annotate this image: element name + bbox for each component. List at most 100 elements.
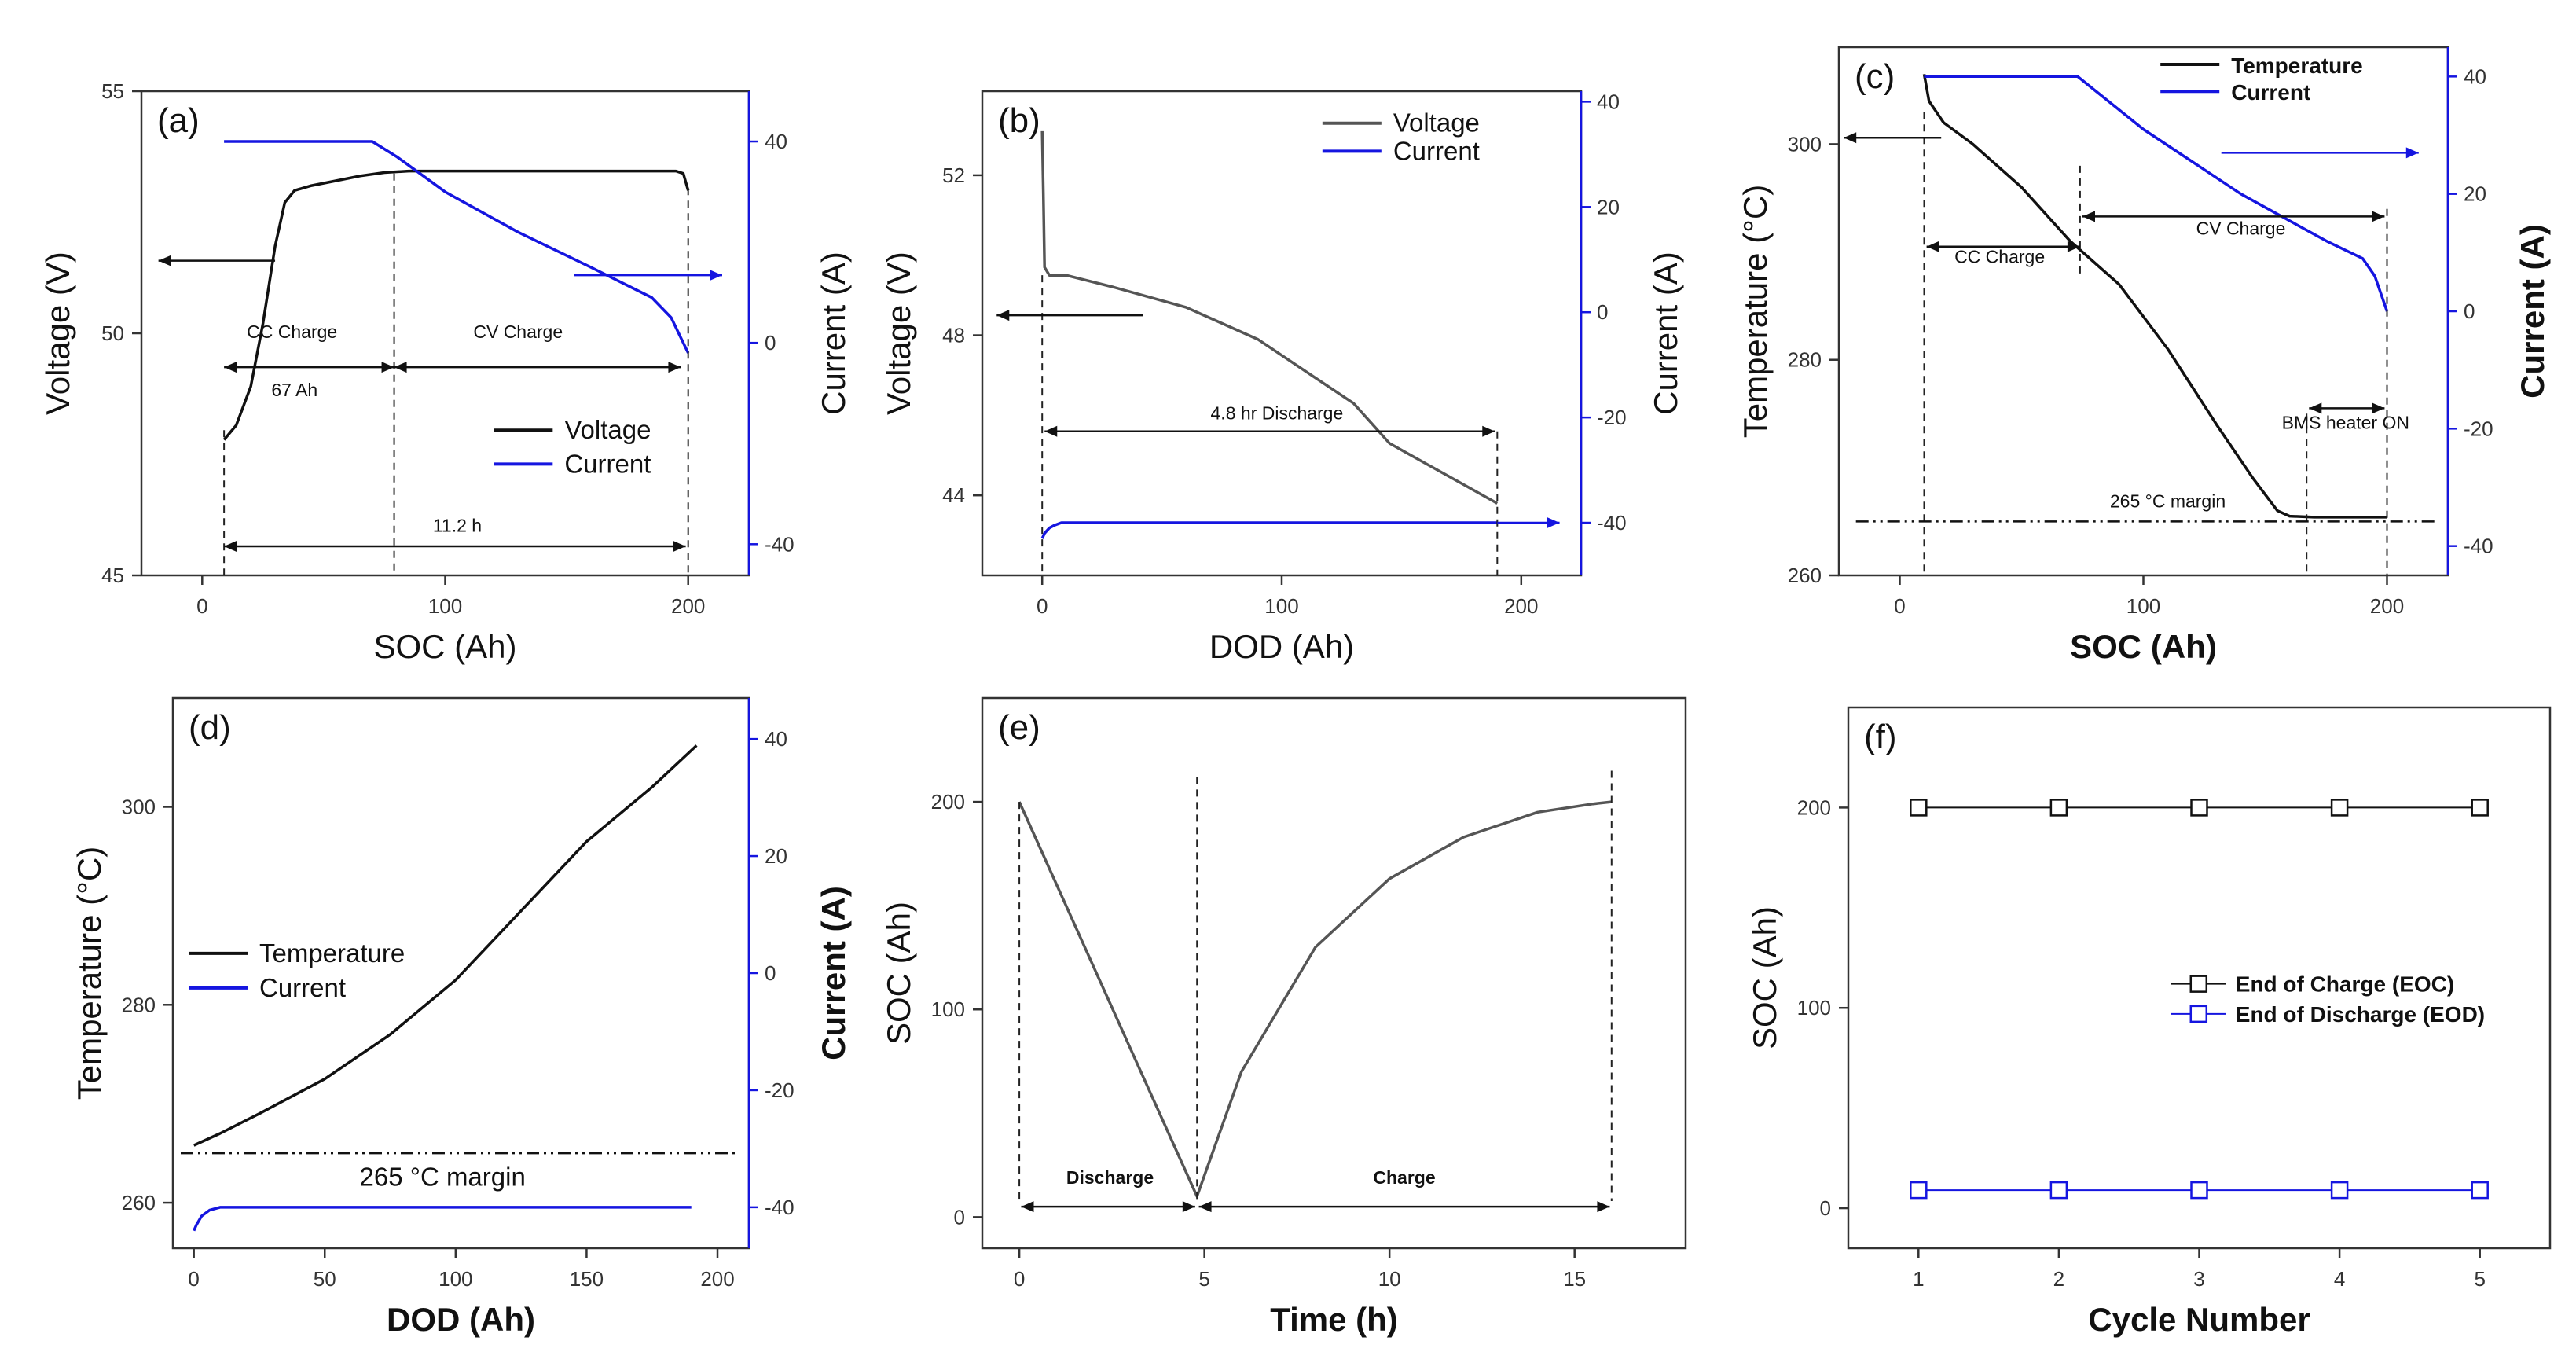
legend-label: Current (1393, 136, 1480, 165)
arrow-head (1926, 241, 1939, 252)
annotation-margin: 265 °C margin (2110, 491, 2226, 512)
y2-tick-label: -40 (765, 1196, 794, 1219)
x-axis-title: SOC (Ah) (2070, 628, 2217, 665)
series-line-0 (222, 169, 690, 441)
y-tick-label: 200 (1797, 795, 1831, 819)
series-line-1 (193, 1206, 692, 1232)
plot-frame (140, 90, 750, 577)
y2-tick-label: -40 (2464, 535, 2493, 558)
plot-frame (981, 696, 1687, 1250)
y-axis-title: SOC (Ah) (1746, 906, 1783, 1049)
arrow-head (709, 270, 722, 281)
y2-tick-label: -20 (2464, 417, 2493, 440)
data-point (2471, 1181, 2489, 1200)
series-line-0 (1040, 130, 1499, 505)
x-tick-label: 50 (314, 1267, 336, 1291)
legend-label: End of Discharge (EOD) (2236, 1002, 2485, 1027)
legend-label: End of Charge (EOC) (2236, 972, 2454, 997)
y2-tick-label: -40 (1597, 511, 1627, 535)
arrow-head (394, 362, 407, 373)
legend-label: Temperature (2231, 53, 2363, 78)
y-axis-title: SOC (Ah) (880, 902, 917, 1045)
x-axis-title: DOD (Ah) (1209, 628, 1354, 665)
arrow-head (2309, 402, 2322, 414)
y-tick-label: 44 (942, 483, 965, 507)
y-axis-title: Voltage (V) (39, 252, 76, 415)
data-point (2049, 799, 2068, 817)
y-tick-label: 50 (101, 321, 124, 345)
x-tick-label: 0 (1014, 1267, 1025, 1291)
x-tick-label: 2 (2053, 1267, 2064, 1291)
arrow-head (1198, 1201, 1212, 1213)
y2-tick-label: -40 (765, 532, 794, 556)
arrow-head (2082, 211, 2095, 222)
legend-label: Current (564, 449, 651, 478)
y-tick-label: 200 (931, 790, 965, 814)
series-line-1 (1040, 521, 1498, 539)
arrow-head (2372, 211, 2385, 222)
arrow-head (2405, 147, 2419, 159)
arrow-head (996, 310, 1010, 321)
panel-label: (e) (998, 708, 1040, 747)
panel-c: 0 100 200 260 280 300 -40 -20 0 20 40 SOC (Ah) Tempe… (1737, 46, 2551, 665)
legend-marker (2189, 1005, 2208, 1023)
y-tick-label: 280 (1788, 348, 1822, 372)
y-tick-label: 0 (1820, 1196, 1831, 1220)
y2-tick-label: 40 (2464, 64, 2486, 88)
arrow-head (668, 362, 681, 373)
y-tick-label: 280 (122, 993, 156, 1016)
annotation-margin: 265 °C margin (360, 1163, 526, 1192)
x-axis-title: Time (h) (1270, 1301, 1398, 1338)
y2-axis-title: Current (A) (2514, 224, 2551, 399)
data-point (2190, 799, 2208, 817)
annotation-11h: 11.2 h (433, 516, 482, 536)
series-line-0 (193, 744, 698, 1147)
y2-tick-label: 0 (2464, 299, 2475, 323)
x-tick-label: 15 (1563, 1267, 1586, 1291)
y2-tick-label: 0 (1597, 300, 1608, 324)
legend-label: Current (2231, 80, 2310, 105)
x-tick-label: 4 (2334, 1267, 2345, 1291)
y2-tick-label: 0 (765, 961, 776, 985)
y-tick-label: 100 (931, 997, 965, 1021)
x-tick-label: 200 (2370, 594, 2404, 618)
x-tick-label: 0 (188, 1267, 199, 1291)
y-tick-label: 100 (1797, 996, 1831, 1019)
panel-label: (c) (1855, 57, 1895, 96)
data-point (1910, 799, 1928, 817)
x-tick-label: 200 (671, 594, 705, 618)
panel-label: (a) (157, 101, 200, 140)
annotation-discharge: 4.8 hr Discharge (1211, 402, 1344, 423)
x-axis-title: Cycle Number (2088, 1301, 2310, 1338)
panel-b: 0 100 200 44 48 52 -40 -20 0 20 40 DOD (Ah) Voltage … (880, 90, 1684, 665)
legend-label: Temperature (259, 939, 405, 968)
arrow-head (2372, 402, 2385, 414)
annotation-cv-charge: CV Charge (2196, 219, 2286, 239)
data-point (2471, 799, 2489, 817)
annotation-discharge: Discharge (1066, 1167, 1154, 1188)
y-tick-label: 300 (1788, 132, 1822, 156)
y2-tick-label: 40 (765, 727, 787, 751)
panel-e: 0 5 10 15 0 100 200 Time (h) SOC (Ah) (e) Discharg… (880, 696, 1687, 1338)
x-tick-label: 100 (439, 1267, 472, 1291)
data-point (2190, 1181, 2208, 1200)
x-tick-label: 3 (2193, 1267, 2204, 1291)
y2-tick-label: 0 (765, 331, 776, 355)
panel-d: 0 50 100 150 200 260 280 300 -40 -20 0 20 40 DOD (Ah)… (71, 696, 852, 1338)
x-tick-label: 100 (2126, 594, 2160, 618)
arrow-head (2067, 241, 2080, 252)
x-tick-label: 5 (2474, 1267, 2485, 1291)
y2-tick-label: 20 (2464, 182, 2486, 206)
y-tick-label: 55 (101, 79, 124, 103)
annotation-charge: Charge (1373, 1167, 1435, 1188)
y2-axis-title: Current (A) (815, 252, 852, 415)
x-tick-label: 150 (570, 1267, 604, 1291)
y2-tick-label: -20 (765, 1078, 794, 1102)
legend-marker (2189, 975, 2208, 993)
series-line-0 (1018, 800, 1612, 1198)
x-tick-label: 100 (428, 594, 462, 618)
arrow-head (1182, 1201, 1195, 1213)
x-axis-title: SOC (Ah) (373, 628, 516, 665)
y2-tick-label: 20 (765, 844, 787, 868)
